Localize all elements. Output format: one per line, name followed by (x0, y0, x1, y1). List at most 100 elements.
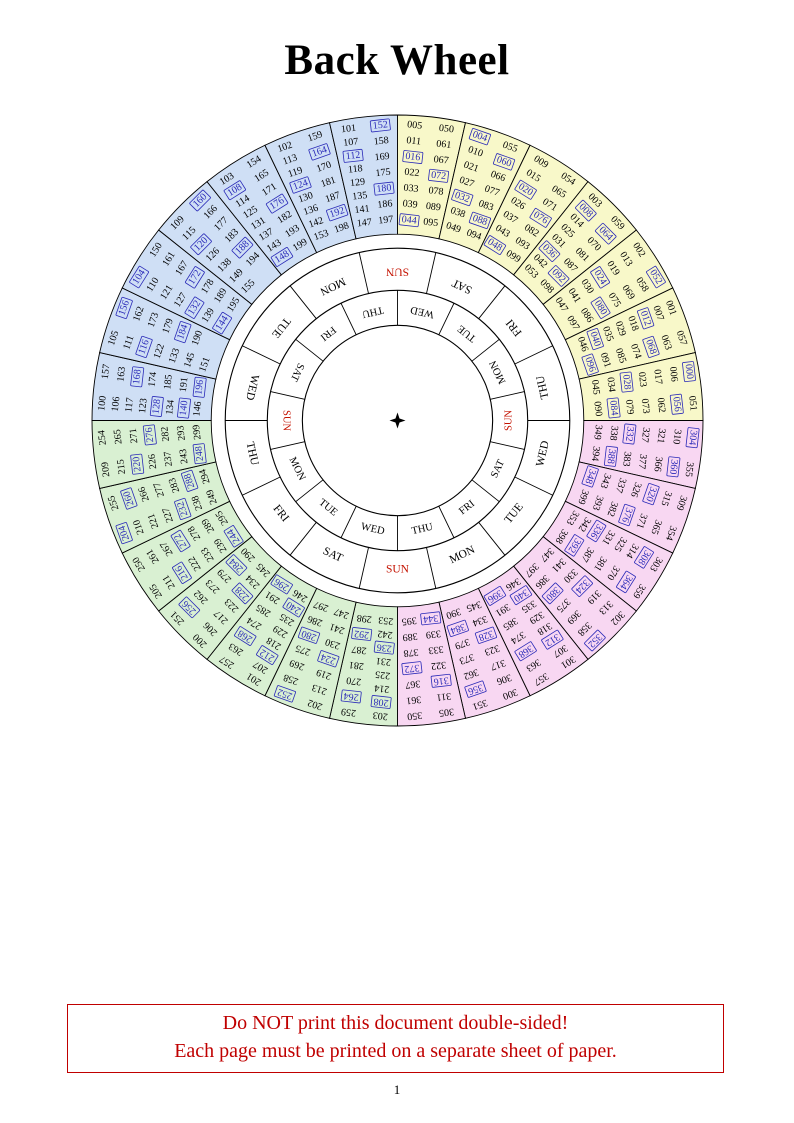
year-number: 322 (430, 659, 446, 672)
leap-year-box (529, 207, 552, 228)
year-number: 152 (372, 119, 388, 132)
year-number: 038 (449, 205, 467, 220)
year-number: 142 (307, 215, 325, 230)
day-cell-divider (490, 441, 525, 450)
year-number: 135 (352, 190, 368, 203)
leap-year-box (590, 296, 611, 319)
year-number: 264 (343, 690, 359, 703)
day-cell-divider (514, 476, 553, 496)
year-number: 089 (425, 201, 441, 214)
year-number: 072 (430, 170, 446, 183)
year-number: 011 (406, 135, 422, 148)
leap-year-box (571, 575, 593, 597)
year-number: 351 (471, 697, 489, 712)
leap-year-box (212, 311, 232, 335)
year-number: 280 (300, 628, 318, 643)
day-cell-divider (340, 506, 357, 539)
leap-year-box (547, 265, 570, 287)
year-number: 390 (445, 605, 463, 620)
leap-year-box (428, 168, 450, 183)
year-number: 338 (607, 425, 620, 441)
year-number: 112 (345, 150, 361, 163)
leap-year-box (474, 626, 498, 644)
leap-year-box (564, 534, 585, 557)
leap-year-box (172, 561, 192, 584)
leap-year-box (225, 554, 248, 576)
leap-year-box (509, 585, 533, 606)
leap-year-box (231, 236, 254, 259)
leap-year-box (170, 529, 191, 553)
day-cell-divider (358, 252, 369, 294)
year-number: 249 (204, 488, 219, 506)
day-cell-divider (471, 479, 500, 503)
leap-year-box (135, 335, 153, 358)
leap-year-box (270, 247, 294, 267)
year-number: 348 (582, 468, 597, 486)
year-number: 198 (333, 220, 351, 235)
year-number: 395 (401, 614, 417, 627)
year-number: 323 (483, 642, 501, 657)
leap-year-box (634, 546, 654, 569)
day-cell-divider (426, 252, 437, 294)
year-number: 315 (658, 490, 673, 508)
year-number: 123 (137, 398, 150, 414)
warning-line-1: Do NOT print this document double-sided! (222, 1012, 569, 1034)
year-number: 337 (613, 476, 628, 494)
leap-year-box (642, 335, 660, 358)
leap-year-box (483, 586, 507, 606)
year-number: 270 (346, 674, 362, 687)
year-number: 102 (276, 140, 294, 155)
year-number: 158 (373, 135, 389, 148)
year-number: 191 (178, 377, 191, 393)
leap-year-box (130, 366, 145, 388)
day-label-wed: WED (243, 373, 261, 401)
year-number: 298 (356, 612, 372, 625)
year-number: 208 (373, 696, 389, 709)
year-number: 007 (650, 304, 665, 322)
leap-year-box (369, 118, 391, 133)
leap-year-box (538, 240, 561, 262)
year-number: 095 (423, 216, 439, 229)
year-number: 349 (591, 424, 604, 440)
leap-year-box (130, 453, 145, 475)
year-number: 283 (167, 476, 182, 494)
year-number: 310 (670, 429, 683, 445)
year-number: 159 (306, 129, 324, 144)
leap-year-box (616, 570, 636, 594)
year-number: 287 (351, 643, 367, 656)
year-number: 309 (674, 494, 689, 512)
year-number: 265 (112, 429, 125, 445)
year-number: 286 (306, 613, 324, 628)
year-number: 060 (495, 154, 513, 169)
year-number: 350 (407, 709, 423, 722)
year-number: 255 (106, 494, 121, 512)
year-number: 327 (639, 427, 652, 443)
year-number: 196 (193, 379, 206, 395)
year-number: 269 (288, 657, 306, 672)
year-number: 354 (663, 524, 678, 542)
year-number: 230 (324, 636, 342, 651)
year-number: 306 (495, 671, 513, 686)
year-number: 384 (449, 621, 467, 636)
year-number: 147 (356, 217, 372, 230)
year-number: 360 (667, 459, 680, 475)
year-number: 271 (128, 428, 141, 444)
year-number: 133 (167, 347, 182, 365)
year-number: 012 (638, 309, 653, 327)
year-number: 186 (377, 198, 393, 211)
year-number: 345 (465, 598, 483, 613)
leap-year-box (464, 680, 487, 698)
year-number: 049 (445, 220, 463, 235)
year-number: 202 (306, 697, 324, 712)
year-number: 022 (404, 167, 420, 180)
year-number: 372 (404, 662, 420, 675)
leap-year-box (184, 266, 205, 289)
year-number: 173 (146, 311, 161, 329)
year-number: 237 (162, 451, 175, 467)
year-number: 033 (403, 182, 419, 195)
year-number: 394 (589, 446, 602, 462)
year-number: 035 (600, 325, 615, 343)
year-number: 185 (162, 374, 175, 390)
year-number: 174 (147, 371, 160, 387)
leap-year-box (184, 296, 205, 319)
